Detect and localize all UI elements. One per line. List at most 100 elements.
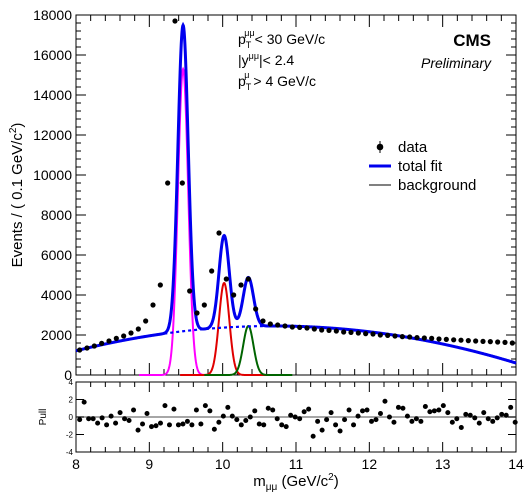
pull-point [504,413,509,418]
pull-point [284,424,289,429]
y-tick-label: 16000 [33,47,72,63]
data-point [172,18,177,23]
data-point [510,340,515,345]
data-point [319,327,324,332]
data-point [150,302,155,307]
data-point [466,338,471,343]
pull-plot: -4-2024 8 9 10 11 12 13 14 Pull [38,378,524,472]
pull-point [127,418,132,423]
pull-point [279,422,284,427]
pull-point [122,416,127,421]
pull-y-tick-label: 2 [69,396,74,405]
x-tick-label: 10 [215,456,231,472]
pull-point [360,408,365,413]
pull-point [356,414,361,419]
data-point [495,339,500,344]
pull-point [82,400,87,405]
y-axis-label: Events / ( 0.1 GeV/c2) [8,123,26,268]
y-tick-label: 10000 [33,167,72,183]
data-point [290,324,295,329]
pull-point [239,422,244,427]
pull-point [432,408,437,413]
y-tick-label: 12000 [33,127,72,143]
pull-point [243,418,248,423]
pull-point [409,419,414,424]
pull-point [91,416,96,421]
pull-point [297,416,302,421]
data-point [114,336,119,341]
pull-point [423,404,428,409]
data-point [312,326,317,331]
cut-text: pTμ > 4 GeV/c [238,70,316,92]
pull-point [441,403,446,408]
data-point [502,340,507,345]
data-point [180,180,185,185]
data-point [370,331,375,336]
pull-point [387,415,392,420]
status-label: Preliminary [421,55,492,71]
data-point [407,334,412,339]
data-point [92,343,97,348]
pull-point [400,406,405,411]
pull-point [288,413,293,418]
data-point [414,335,419,340]
y-tick-label: 2000 [41,327,72,343]
data-point [128,330,133,335]
pull-point [180,422,185,427]
pull-point [513,420,518,425]
x-axis-label: mμμ (GeV/c2) [253,472,338,492]
pull-point [320,428,325,433]
legend: data total fit background [369,139,476,194]
data-point [99,341,104,346]
pull-point [118,410,123,415]
data-point [275,322,280,327]
data-point [282,323,287,328]
pull-point [396,405,401,410]
pull-point [347,408,352,413]
pull-point [275,416,280,421]
pull-point [145,411,150,416]
data-point [246,276,251,281]
pull-point [171,407,176,412]
data-point [238,282,243,287]
pull-point [203,403,208,408]
pull-point [266,406,271,411]
pull-point [329,410,334,415]
y-tick-label: 6000 [41,247,72,263]
pull-point [185,419,190,424]
data-point [392,333,397,338]
pull-point [261,422,266,427]
pull-point [495,415,500,420]
pull-point [153,423,158,428]
pull-point [499,412,504,417]
pull-point [454,416,459,421]
data-point [216,230,221,235]
pull-point [77,417,82,422]
data-point [473,338,478,343]
pull-point [450,420,455,425]
pull-x-ticks: 8 9 10 11 12 13 14 [72,382,524,472]
data-point [268,321,273,326]
legend-fit-label: total fit [398,158,443,175]
data-point [304,325,309,330]
pull-point [86,416,91,421]
legend-data-label: data [398,139,428,156]
pull-point [414,416,419,421]
y-tick-label: 14000 [33,87,72,103]
data-point [143,318,148,323]
x-tick-label: 9 [145,456,153,472]
data-point [77,347,82,352]
y-tick-label: 8000 [41,207,72,223]
pull-point [342,417,347,422]
pull-point [131,408,136,413]
pull-point [136,428,141,433]
pull-point [221,414,226,419]
pull-point [405,414,410,419]
pull-y-tick-label: -2 [66,431,74,440]
data-point [429,336,434,341]
pull-point [436,408,441,413]
pull-point [207,408,212,413]
data-point [84,345,89,350]
pull-point [351,422,356,427]
